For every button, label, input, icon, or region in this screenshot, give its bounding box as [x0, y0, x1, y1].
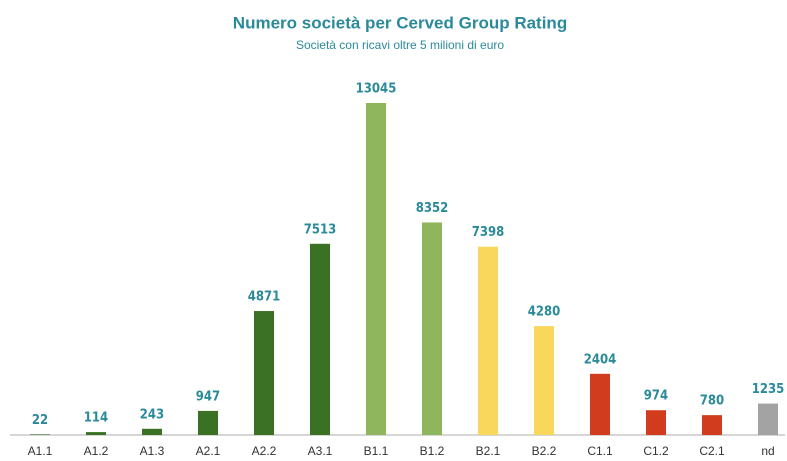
- x-tick-label: C1.1: [587, 444, 613, 458]
- bar: [254, 311, 274, 435]
- value-label: 974: [644, 389, 668, 404]
- value-label: 8352: [416, 201, 449, 216]
- x-tick-label: A2.1: [196, 444, 221, 458]
- x-tick-label: B2.2: [532, 444, 557, 458]
- x-tick-label: nd: [761, 444, 774, 458]
- bar: [422, 222, 442, 435]
- bar: [86, 432, 106, 435]
- x-tick-label: C2.1: [699, 444, 725, 458]
- bar: [366, 103, 386, 435]
- value-label: 2404: [584, 352, 617, 367]
- bar: [534, 326, 554, 435]
- chart-title: Numero società per Cerved Group Rating: [233, 13, 567, 32]
- bar: [30, 434, 50, 435]
- bar: [198, 410, 218, 435]
- value-label: 7513: [304, 222, 337, 237]
- value-label: 243: [140, 407, 164, 422]
- x-tick-label: A1.2: [84, 444, 109, 458]
- bar: [646, 410, 666, 435]
- chart-subtitle: Società con ricavi oltre 5 milioni di eu…: [296, 38, 504, 52]
- x-tick-label: A1.3: [140, 444, 165, 458]
- bar: [702, 415, 722, 435]
- x-tick-label: A1.1: [28, 444, 53, 458]
- value-label: 4871: [248, 290, 281, 305]
- value-label: 13045: [356, 82, 397, 97]
- value-label: 4280: [528, 305, 561, 320]
- bar: [590, 373, 610, 435]
- x-tick-label: B1.1: [364, 444, 389, 458]
- value-label: 7398: [472, 225, 505, 240]
- x-tick-label: B1.2: [420, 444, 445, 458]
- value-label: 114: [84, 411, 108, 426]
- value-label: 1235: [752, 382, 785, 397]
- x-tick-label: A2.2: [252, 444, 277, 458]
- value-label: 780: [700, 394, 724, 409]
- value-label: 947: [196, 389, 220, 404]
- bar: [310, 243, 330, 435]
- x-tick-label: A3.1: [308, 444, 333, 458]
- bar: [142, 428, 162, 435]
- value-label: 22: [32, 413, 48, 428]
- bar: [478, 246, 498, 435]
- x-tick-label: C1.2: [643, 444, 669, 458]
- bar: [758, 403, 778, 435]
- x-tick-label: B2.1: [476, 444, 501, 458]
